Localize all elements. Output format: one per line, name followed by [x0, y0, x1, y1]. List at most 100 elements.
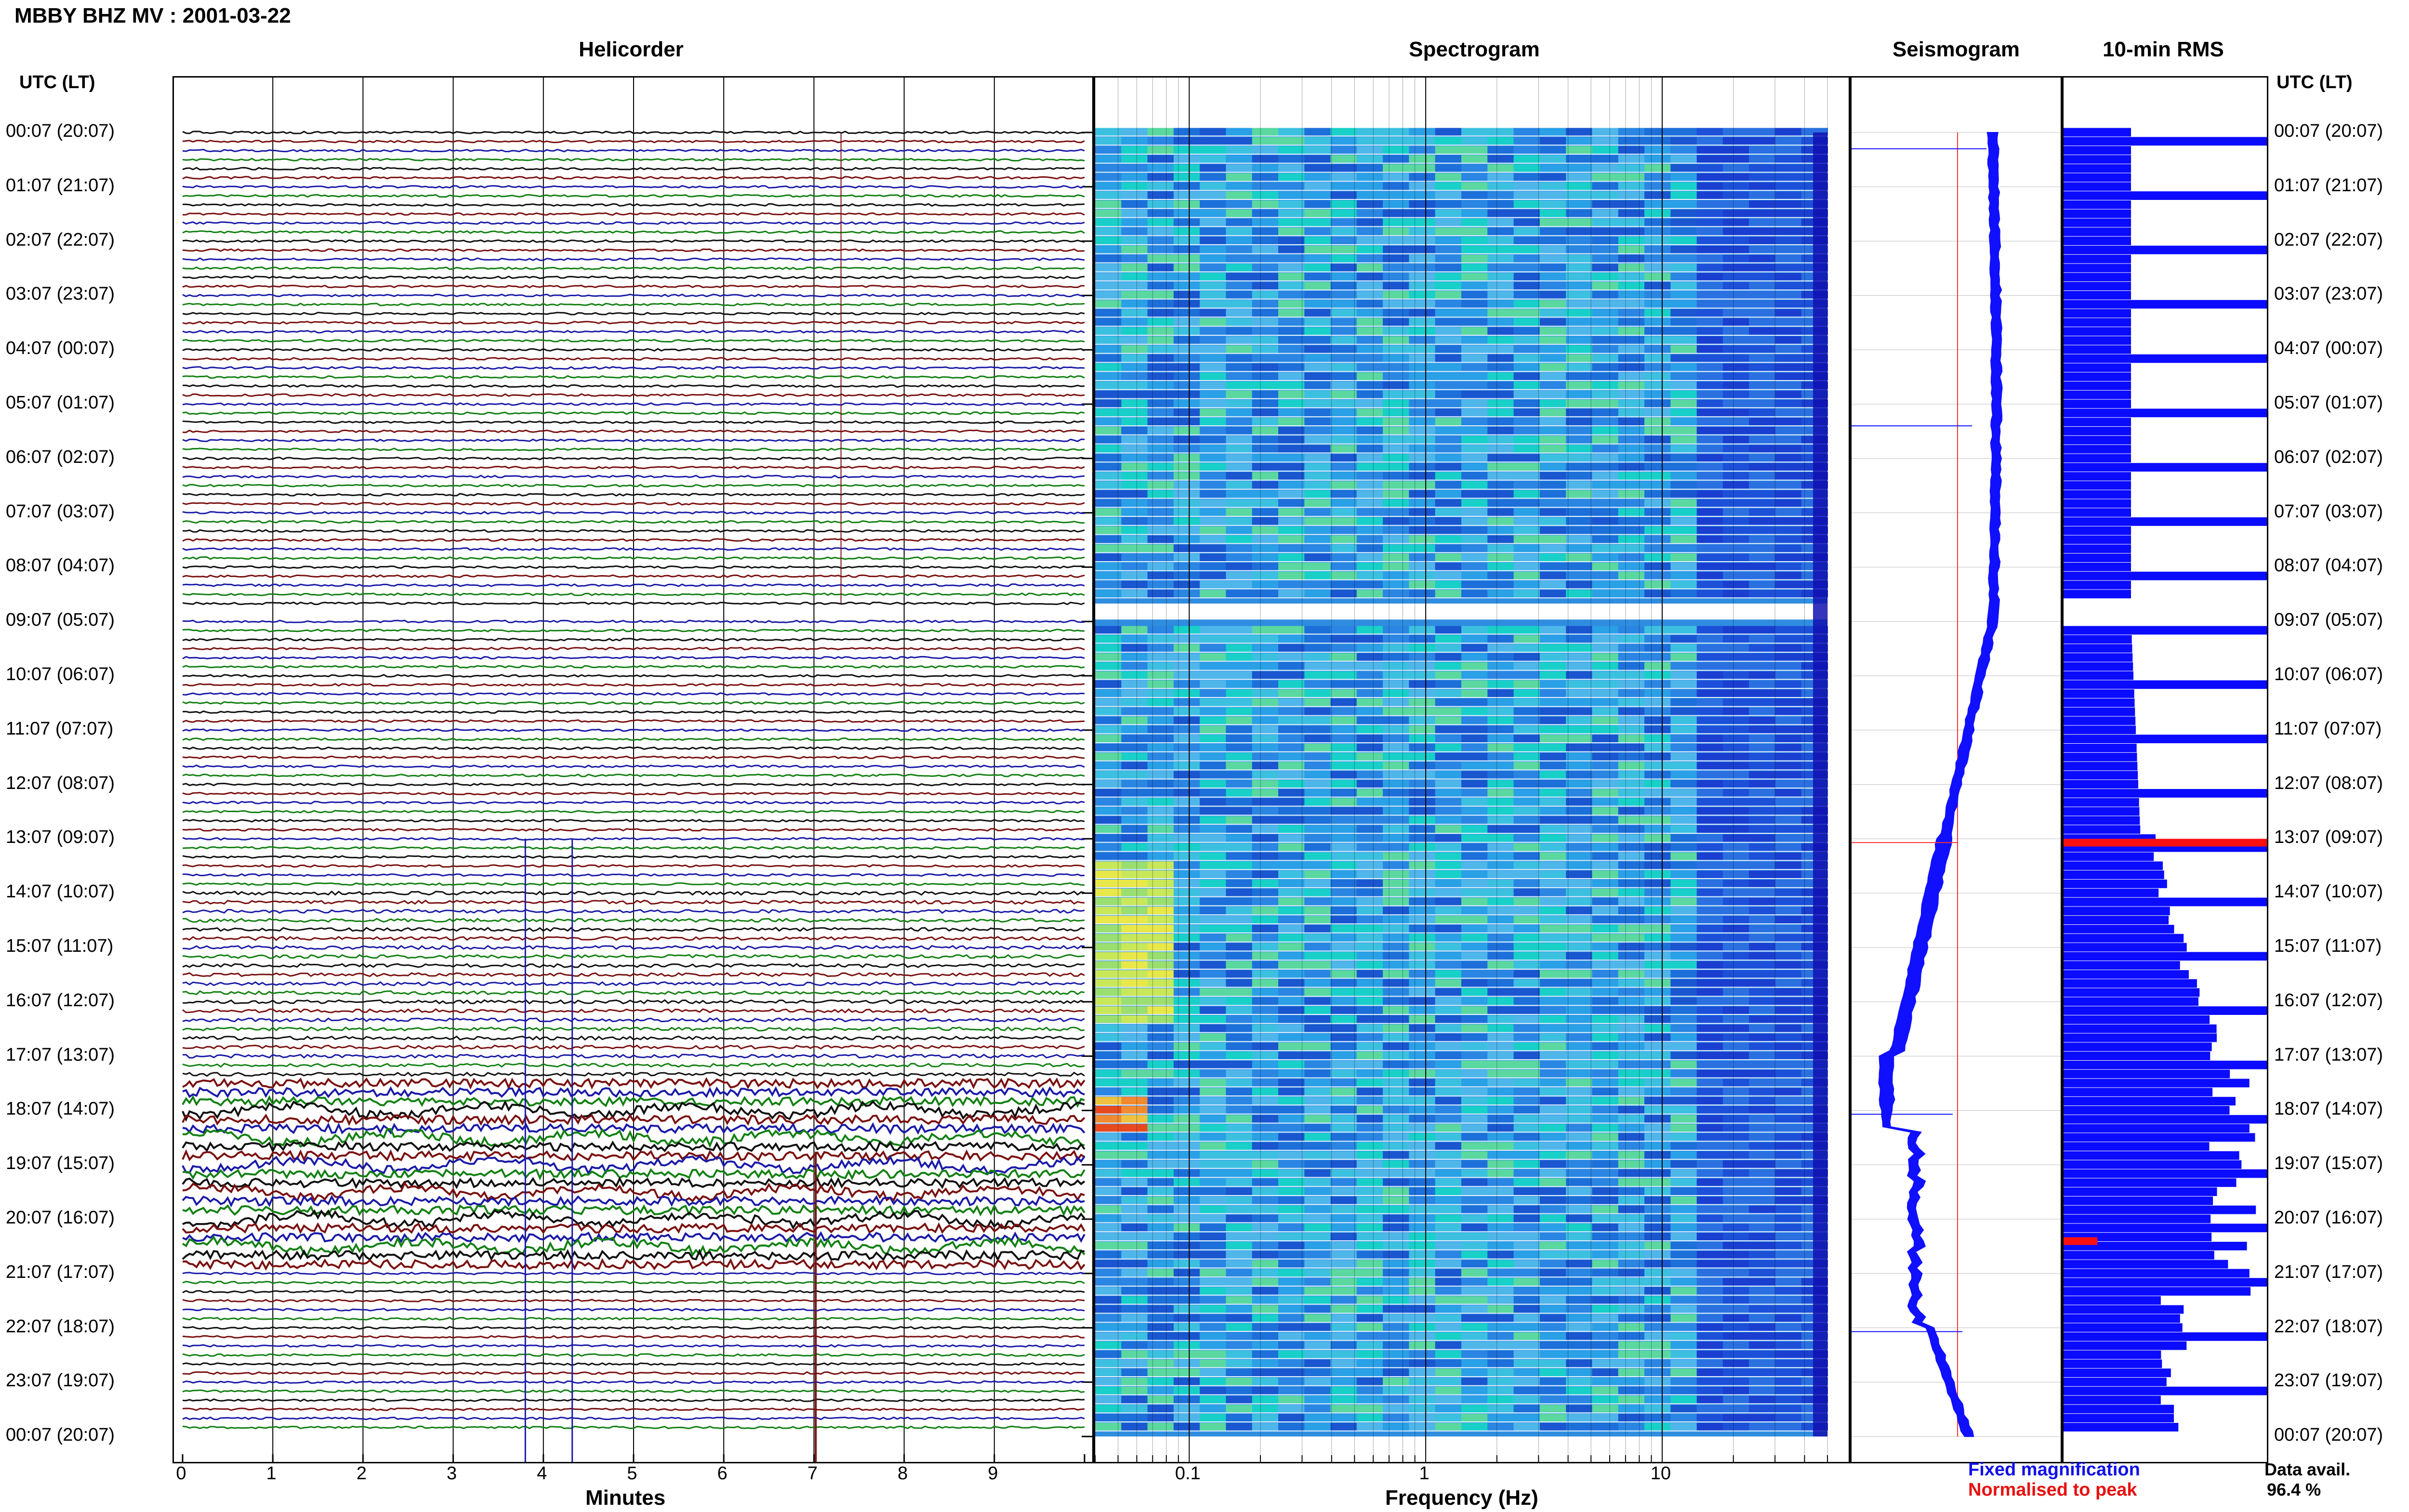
spectrogram-cell: [1566, 1242, 1593, 1249]
spectrogram-cell: [1147, 1250, 1174, 1259]
helicorder-trace: [182, 1017, 1085, 1023]
spectrogram-cell: [1278, 997, 1305, 1005]
spectrogram-cell: [1513, 526, 1540, 534]
spectrogram-cell: [1226, 1187, 1253, 1195]
spectrogram-cell: [1775, 390, 1802, 398]
spectrogram-cell: [1722, 1024, 1750, 1032]
spectrogram-cell: [1722, 200, 1750, 208]
spectrogram-cell: [1592, 499, 1619, 507]
spectrogram-cell: [1670, 454, 1697, 462]
spectrogram-cell: [1200, 1151, 1227, 1159]
spectrogram-cell: [1226, 1423, 1253, 1431]
spectrogram-cell: [1566, 1314, 1593, 1322]
spectrogram-cell: [1147, 273, 1174, 281]
spectrogram-cell: [1356, 1378, 1384, 1385]
spectrogram-cell: [1383, 408, 1410, 417]
spectrogram-cell: [1226, 563, 1253, 570]
spectrogram-cell: [1696, 689, 1723, 697]
spectrogram-cell: [1409, 472, 1436, 480]
spectrogram-cell: [1095, 843, 1122, 851]
spectrogram-cell: [1383, 1414, 1410, 1421]
spectrogram-cell: [1409, 381, 1436, 389]
spectrogram-cell: [1278, 1359, 1305, 1367]
helicorder-trace: [182, 366, 1085, 370]
spectrogram-cell: [1409, 1287, 1436, 1295]
spectrogram-cell: [1513, 553, 1540, 561]
spectrogram-cell: [1435, 861, 1462, 869]
spectrogram-cell: [1722, 1223, 1750, 1232]
spectrogram-cell: [1644, 517, 1671, 525]
spectrogram-cell: [1749, 1078, 1776, 1087]
spectrogram-cell: [1409, 418, 1436, 425]
spectrogram-cell: [1618, 200, 1645, 208]
spectrogram-cell: [1173, 445, 1201, 453]
spectrogram-cell: [1121, 1061, 1148, 1068]
spectrogram-cell: [1644, 218, 1671, 226]
spectrogram-cell: [1749, 680, 1776, 688]
spectrogram-cell: [1670, 200, 1697, 208]
spectrogram-cell: [1696, 246, 1723, 253]
rms-bar: [2064, 1033, 2217, 1042]
spectrogram-cell: [1304, 961, 1331, 969]
spectrogram-cell: [1304, 318, 1331, 326]
spectrogram-cell: [1461, 218, 1488, 226]
spectrogram-cell: [1383, 1024, 1410, 1032]
spectrogram-cell: [1696, 1233, 1723, 1240]
spectrogram-cell: [1226, 1151, 1253, 1159]
spectrogram-cell: [1644, 1223, 1671, 1232]
spectrogram-cell: [1722, 1332, 1750, 1340]
spectrogram-cell: [1722, 263, 1750, 272]
spectrogram-cell: [1696, 1341, 1723, 1349]
spectrogram-cell: [1278, 1242, 1305, 1249]
spectrogram-cell: [1173, 435, 1201, 444]
spectrogram-cell: [1173, 1078, 1201, 1087]
spectrogram-cell: [1722, 725, 1750, 734]
spectrogram-cell: [1566, 1151, 1593, 1159]
spectrogram-cell: [1330, 1115, 1357, 1123]
spectrogram-cell: [1226, 961, 1253, 969]
spectrogram-cell: [1670, 1378, 1697, 1385]
spectrogram-cell: [1461, 834, 1488, 842]
spectrogram-cell: [1147, 771, 1174, 779]
spectrogram-cell: [1566, 979, 1593, 987]
spectrogram-cell: [1566, 644, 1593, 652]
spectrogram-cell: [1304, 1097, 1331, 1104]
spectrogram-cell: [1722, 807, 1750, 815]
spectrogram-cell: [1278, 309, 1305, 317]
spectrogram-cell: [1644, 1414, 1671, 1421]
spectrogram-cell: [1539, 408, 1567, 417]
spectrogram-cell: [1173, 925, 1201, 933]
time-label-left: 08:07 (04:07): [6, 555, 115, 576]
spectrogram-cell: [1252, 1106, 1279, 1114]
spectrogram-cell: [1409, 1196, 1436, 1204]
spectrogram-cell: [1121, 1395, 1148, 1404]
spectrogram-cell: [1618, 590, 1645, 598]
spectrogram-cell: [1749, 988, 1776, 996]
spectrogram-cell: [1775, 1052, 1802, 1059]
spectrogram-cell: [1670, 580, 1697, 589]
spectrogram-cell: [1278, 427, 1305, 434]
spectrogram-cell: [1173, 1133, 1201, 1141]
spectrogram-cell: [1670, 1078, 1697, 1087]
spectrogram-cell: [1461, 1124, 1488, 1132]
spectrogram-cell: [1775, 318, 1802, 326]
spectrogram-cell: [1566, 1042, 1593, 1051]
spectrogram-cell: [1304, 816, 1331, 824]
helicorder-trace: [182, 1258, 1085, 1271]
helicorder-trace: [182, 312, 1085, 316]
spectrogram-cell: [1435, 336, 1462, 344]
spectrogram-cell: [1173, 273, 1201, 281]
spectrogram-cell: [1696, 825, 1723, 833]
spectrogram-cell: [1566, 590, 1593, 598]
spectrogram-cell: [1409, 970, 1436, 978]
spectrogram-cell: [1330, 254, 1357, 263]
spectrogram-cell: [1722, 1160, 1750, 1168]
spectrogram-cell: [1722, 933, 1750, 942]
spectrogram-cell: [1461, 182, 1488, 190]
spectrogram-cell: [1539, 354, 1567, 362]
spectrogram-cell: [1696, 390, 1723, 398]
spectrogram-cell: [1147, 1196, 1174, 1204]
spectrogram-cell: [1095, 237, 1122, 244]
spectrogram-cell: [1356, 472, 1384, 480]
spectrogram-cell: [1200, 744, 1227, 751]
